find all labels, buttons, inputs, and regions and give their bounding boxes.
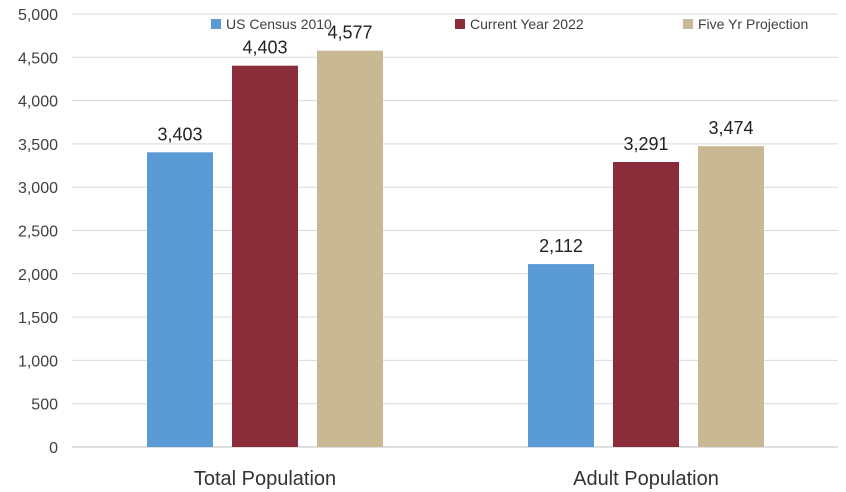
y-tick-label: 500	[31, 397, 58, 414]
legend: US Census 2010 Current Year 2022 Five Yr P…	[211, 16, 808, 32]
y-tick-label: 2,500	[18, 224, 58, 241]
data-label: 3,291	[623, 134, 668, 154]
y-tick-label: 1,500	[18, 310, 58, 327]
y-tick-label: 4,000	[18, 94, 58, 111]
y-tick-label: 0	[49, 440, 58, 457]
bar-five-yr-projection-adult-population	[698, 146, 764, 447]
y-tick-label: 4,500	[18, 50, 58, 67]
bar-us-census-2010-adult-population	[528, 264, 594, 447]
y-tick-label: 2,000	[18, 267, 58, 284]
bar-us-census-2010-total-population	[147, 152, 213, 447]
bars	[147, 50, 764, 448]
y-tick-label: 5,000	[18, 7, 58, 24]
category-label: Adult Population	[573, 468, 719, 490]
data-label: 3,474	[708, 118, 753, 138]
y-axis-tick-labels: 0 500 1,000 1,500 2,000 2,500 3,000 3,500 4,000 4…	[18, 7, 58, 457]
data-label: 2,112	[539, 236, 583, 256]
bar-current-year-2022-total-population	[232, 65, 298, 448]
legend-label: Current Year 2022	[470, 16, 584, 32]
category-label: Total Population	[194, 468, 336, 490]
data-labels: 3,403 4,403 4,577 2,112 3,291 3,474	[157, 23, 753, 256]
legend-label: Five Yr Projection	[698, 16, 808, 32]
bar-current-year-2022-adult-population	[613, 161, 679, 448]
legend-swatch	[683, 19, 693, 29]
legend-swatch	[455, 19, 465, 29]
data-label: 4,403	[242, 38, 287, 58]
category-labels: Total Population Adult Population	[194, 468, 719, 490]
data-label: 3,403	[157, 124, 202, 144]
y-tick-label: 3,000	[18, 180, 58, 197]
y-tick-label: 3,500	[18, 137, 58, 154]
legend-swatch	[211, 19, 221, 29]
y-tick-label: 1,000	[18, 353, 58, 370]
bar-five-yr-projection-total-population	[317, 50, 383, 447]
data-label: 4,577	[327, 23, 372, 43]
legend-label: US Census 2010	[226, 16, 332, 32]
